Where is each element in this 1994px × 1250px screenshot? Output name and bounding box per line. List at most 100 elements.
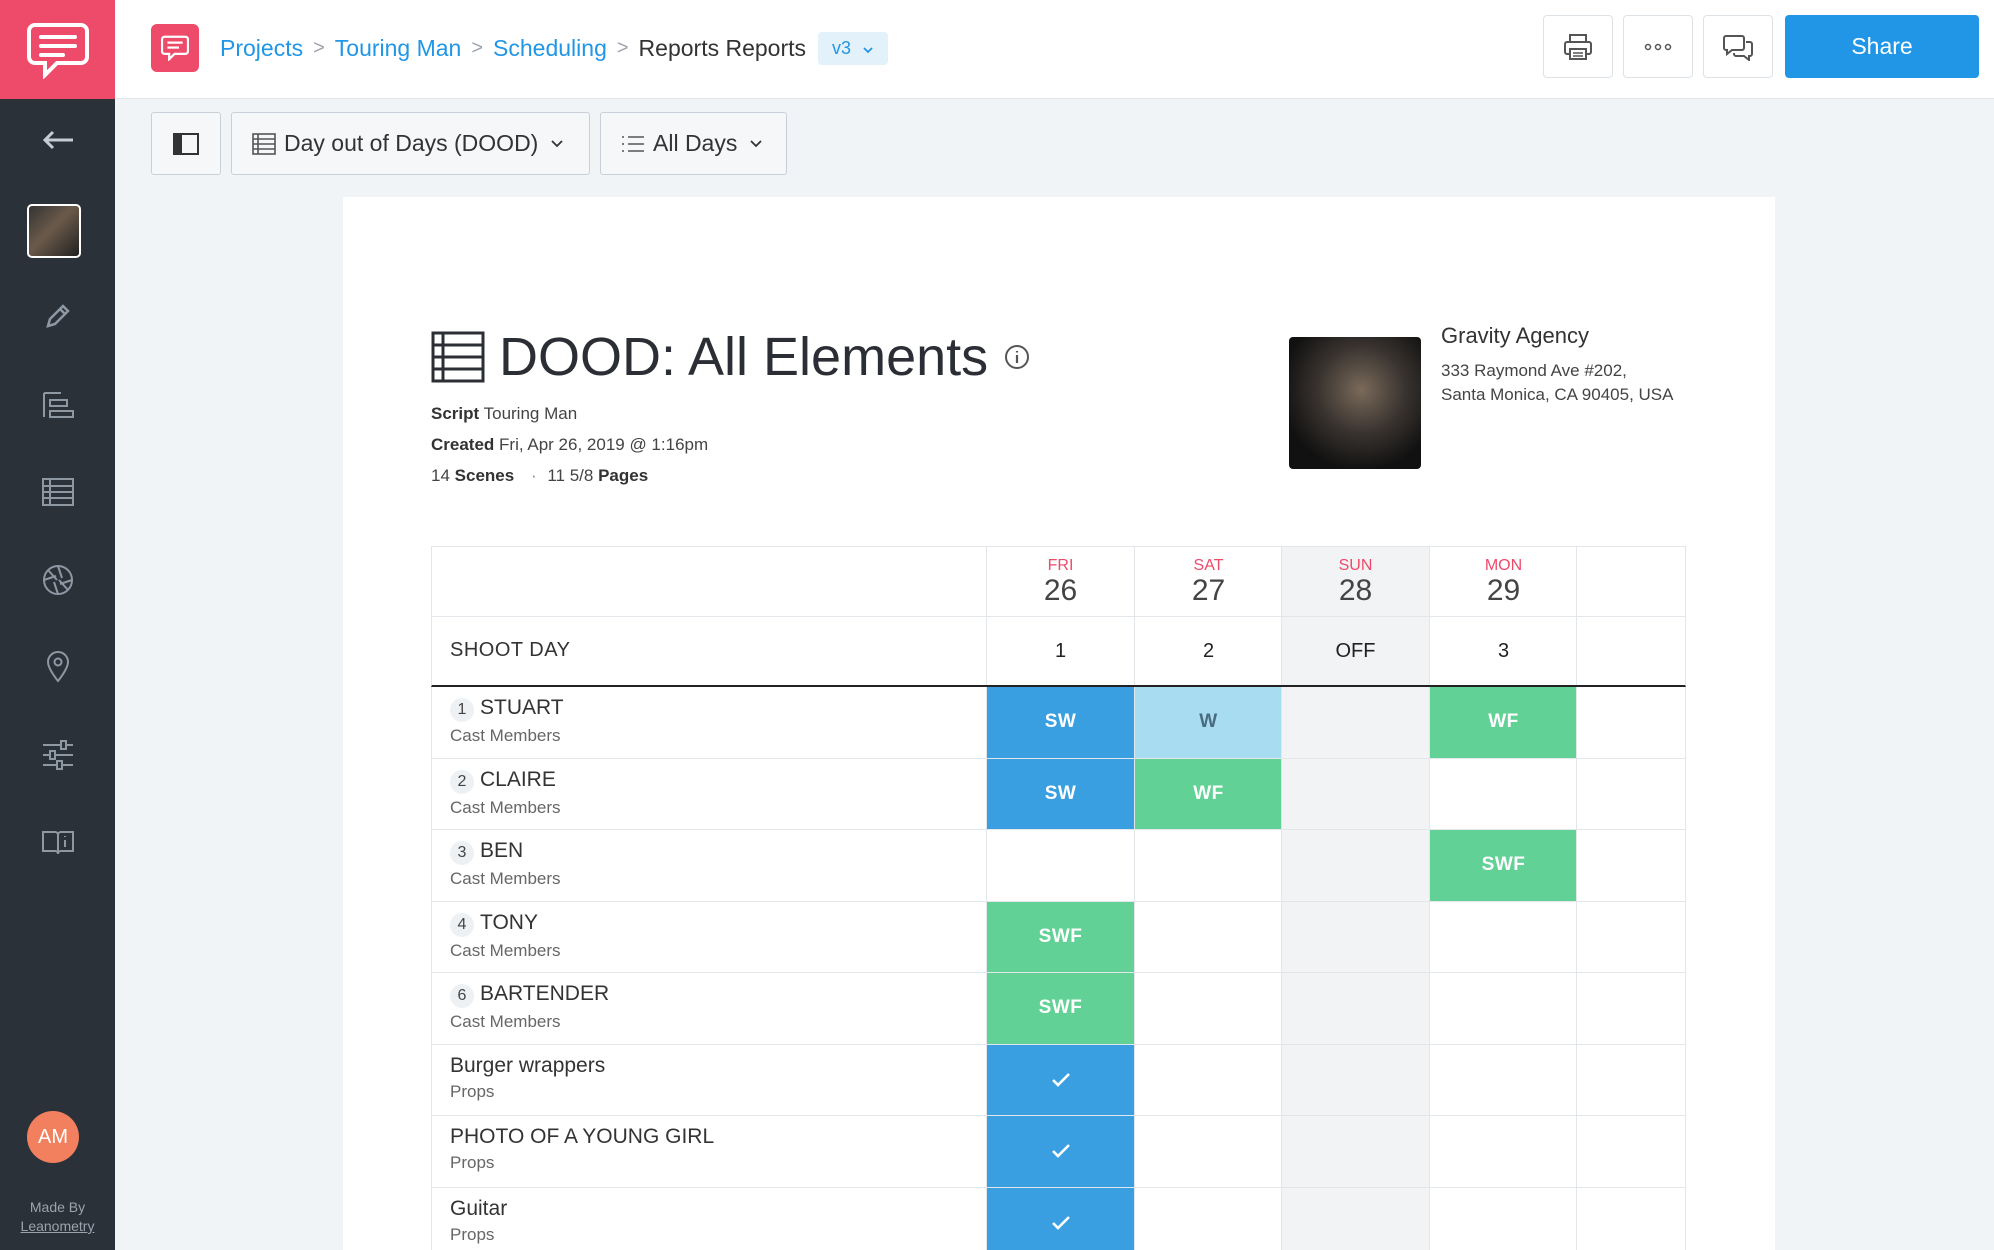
more-options-button[interactable] bbox=[1623, 15, 1693, 78]
element-name-cell: 4 TONY Cast Members bbox=[450, 911, 561, 961]
app-badge[interactable] bbox=[151, 24, 199, 72]
report-title: DOOD: All Elements bbox=[431, 325, 1030, 389]
toggle-sidebar-button[interactable] bbox=[151, 112, 221, 175]
table-row[interactable]: 1 STUART Cast Members SW W WF bbox=[431, 687, 1686, 759]
book-info-icon[interactable] bbox=[0, 812, 115, 872]
chevron-right-icon: > bbox=[313, 36, 325, 59]
date-label: 29 bbox=[1486, 573, 1521, 607]
element-name: STUART bbox=[480, 696, 564, 719]
dood-cell[interactable] bbox=[1134, 973, 1282, 1044]
print-button[interactable] bbox=[1543, 15, 1613, 78]
dood-cell[interactable]: WF bbox=[1134, 758, 1282, 829]
dood-cell[interactable] bbox=[1281, 1187, 1429, 1250]
breadcrumb: Projects > Touring Man > Scheduling > Re… bbox=[220, 30, 889, 66]
dood-cell[interactable] bbox=[1429, 1116, 1577, 1187]
element-category: Cast Members bbox=[450, 726, 561, 745]
dood-cell[interactable]: SWF bbox=[986, 901, 1134, 972]
dood-cell[interactable]: W bbox=[1134, 687, 1282, 758]
dood-cell[interactable] bbox=[1134, 1116, 1282, 1187]
dood-cell[interactable] bbox=[1429, 973, 1577, 1044]
left-sidebar: AM Made By Leanometry bbox=[0, 0, 115, 1250]
dood-cell[interactable]: SWF bbox=[1429, 830, 1577, 901]
dood-cell[interactable] bbox=[986, 1187, 1134, 1250]
breadcrumb-project[interactable]: Touring Man bbox=[334, 34, 462, 61]
report-type-label: Day out of Days (DOOD) bbox=[284, 130, 539, 156]
dood-cell[interactable] bbox=[1281, 901, 1429, 972]
share-button[interactable]: Share bbox=[1785, 15, 1979, 78]
cast-number-badge: 1 bbox=[450, 698, 474, 722]
element-category: Cast Members bbox=[450, 797, 561, 817]
table-header-dates: FRI 26 SAT 27 SUN 28 MON 29 bbox=[431, 546, 1686, 617]
empty-header-cell bbox=[1576, 547, 1687, 616]
dood-cell[interactable]: SWF bbox=[986, 973, 1134, 1044]
dood-cell[interactable] bbox=[1134, 1044, 1282, 1115]
table-row[interactable]: 6 BARTENDER Cast Members SWF bbox=[431, 973, 1686, 1045]
dood-cell[interactable] bbox=[1134, 901, 1282, 972]
dood-cell[interactable] bbox=[1429, 758, 1577, 829]
shoot-day-number: 1 bbox=[986, 617, 1134, 685]
dood-cell[interactable] bbox=[1429, 1187, 1577, 1250]
dood-cell[interactable] bbox=[1281, 758, 1429, 829]
report-title-text: DOOD: All Elements bbox=[499, 327, 989, 387]
dood-cell[interactable] bbox=[1281, 830, 1429, 901]
chevron-down-icon bbox=[863, 46, 873, 53]
table-row[interactable]: 3 BEN Cast Members SWF bbox=[431, 830, 1686, 902]
dood-cell[interactable] bbox=[986, 830, 1134, 901]
date-label: 26 bbox=[1043, 573, 1078, 607]
pencil-icon[interactable] bbox=[0, 286, 115, 346]
table-row[interactable]: PHOTO OF A YOUNG GIRL Props bbox=[431, 1116, 1686, 1188]
dood-cell[interactable] bbox=[986, 1116, 1134, 1187]
user-avatar[interactable]: AM bbox=[27, 1111, 79, 1163]
table-row[interactable]: 2 CLAIRE Cast Members SW WF bbox=[431, 758, 1686, 830]
dood-cell[interactable] bbox=[1281, 973, 1429, 1044]
element-category: Props bbox=[450, 1153, 495, 1172]
table-row[interactable]: Guitar Props bbox=[431, 1187, 1686, 1250]
dood-cell[interactable]: SW bbox=[986, 758, 1134, 829]
table-row[interactable]: 4 TONY Cast Members SWF bbox=[431, 901, 1686, 973]
location-pin-icon[interactable] bbox=[0, 637, 115, 697]
dood-status-code: WF bbox=[1488, 711, 1519, 733]
made-by-brand-link[interactable]: Leanometry bbox=[20, 1218, 95, 1234]
dood-cell[interactable]: SW bbox=[986, 687, 1134, 758]
report-table-icon bbox=[431, 331, 485, 383]
dood-cell[interactable] bbox=[1281, 687, 1429, 758]
made-by-credit: Made By Leanometry bbox=[0, 1198, 115, 1236]
chat-bubbles-icon bbox=[1723, 34, 1753, 61]
app-logo[interactable] bbox=[0, 0, 115, 99]
comments-button[interactable] bbox=[1703, 15, 1773, 78]
chevron-right-icon: > bbox=[471, 36, 484, 59]
report-list-icon bbox=[252, 132, 276, 155]
element-category: Cast Members bbox=[450, 869, 561, 888]
schedule-strips-icon[interactable] bbox=[0, 375, 115, 435]
meta-separator: · bbox=[530, 466, 537, 485]
breadcrumb-current: Reports Reports bbox=[638, 34, 807, 61]
table-row[interactable]: Burger wrappers Props bbox=[431, 1044, 1687, 1116]
dood-cell[interactable] bbox=[1281, 1116, 1429, 1187]
dood-cell[interactable] bbox=[1134, 1187, 1282, 1250]
reports-list-icon[interactable] bbox=[0, 462, 115, 522]
version-dropdown[interactable]: v3 bbox=[818, 31, 889, 65]
dood-cell[interactable]: WF bbox=[1429, 687, 1577, 758]
shoot-day-number: OFF bbox=[1281, 617, 1429, 685]
breadcrumb-section[interactable]: Scheduling bbox=[493, 34, 607, 61]
speech-bubble-logo-icon bbox=[26, 22, 89, 79]
empty-cell bbox=[1576, 1044, 1687, 1115]
dood-cell[interactable] bbox=[1281, 1044, 1429, 1115]
project-thumbnail[interactable] bbox=[27, 204, 81, 258]
dood-cell[interactable] bbox=[1429, 1044, 1577, 1115]
shoot-day-number: 2 bbox=[1134, 617, 1282, 685]
dood-cell[interactable] bbox=[986, 1044, 1134, 1115]
element-category: Props bbox=[450, 1081, 495, 1101]
breadcrumb-projects[interactable]: Projects bbox=[220, 34, 304, 61]
element-category: Cast Members bbox=[450, 940, 561, 960]
back-arrow-icon[interactable] bbox=[0, 110, 115, 170]
camera-aperture-icon[interactable] bbox=[0, 550, 115, 610]
element-name: PHOTO OF A YOUNG GIRL bbox=[450, 1125, 715, 1148]
info-icon[interactable] bbox=[1004, 344, 1030, 370]
dood-cell[interactable] bbox=[1429, 901, 1577, 972]
sliders-icon[interactable] bbox=[0, 725, 115, 785]
report-type-dropdown[interactable]: Day out of Days (DOOD) bbox=[231, 112, 590, 175]
dood-cell[interactable] bbox=[1134, 830, 1282, 901]
empty-cell bbox=[1576, 1116, 1687, 1187]
day-filter-dropdown[interactable]: All Days bbox=[600, 112, 787, 175]
